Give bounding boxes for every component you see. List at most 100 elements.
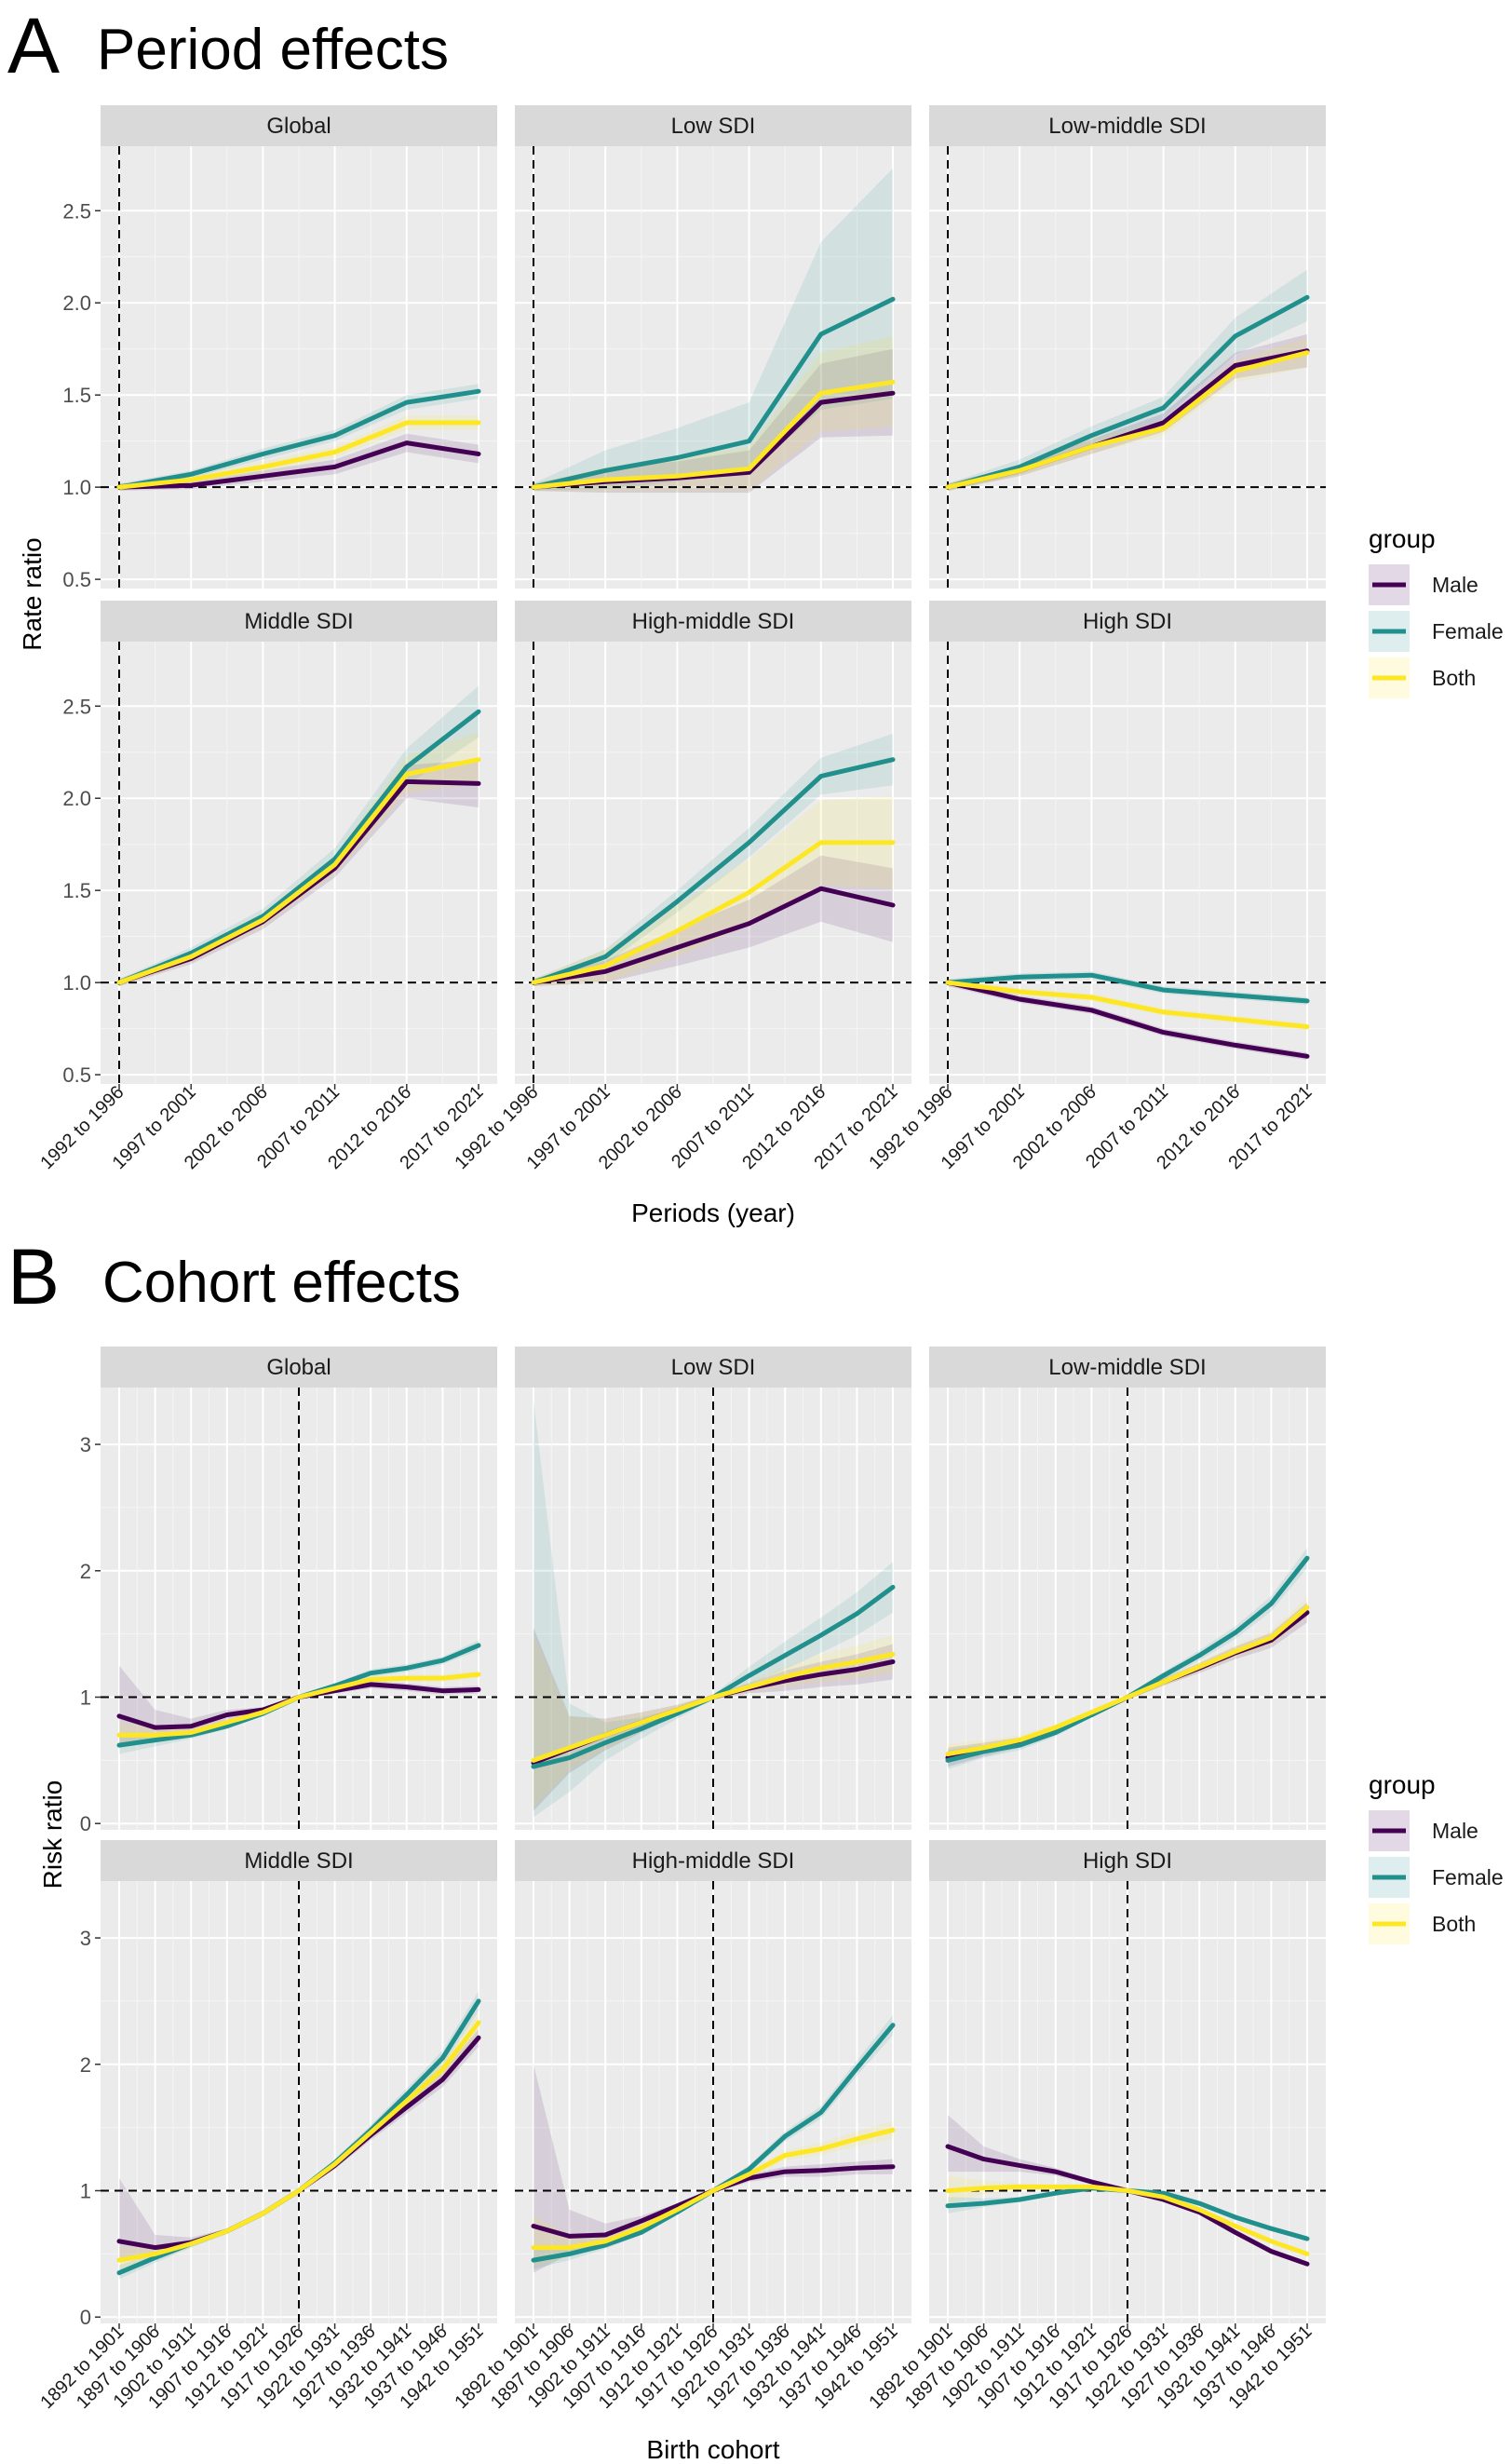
legend-item-female: Female <box>1369 1857 1504 1898</box>
y-tick-label: 1.5 <box>62 879 91 902</box>
facet-title: Low SDI <box>671 114 756 139</box>
series-line-female <box>945 972 1310 1004</box>
series-line-both <box>116 2020 481 2263</box>
section-b-title: Cohort effects <box>102 1251 461 1315</box>
cohort-facet-global: Global 0 1 2 3 <box>80 1347 497 1835</box>
series-line-both <box>945 2184 1310 2256</box>
y-tick-label: 2.5 <box>62 199 91 223</box>
legend-title: group <box>1369 1770 1436 1799</box>
series-line-both <box>945 1604 1310 1757</box>
ribbon-both <box>533 335 893 492</box>
y-tick-label: 2.0 <box>62 787 91 810</box>
section-b-letter: B <box>7 1233 60 1320</box>
y-tick-label: 1 <box>80 2180 91 2203</box>
period-facet-global: Global 0.5 1.0 1.5 2.0 2.5 <box>62 105 497 591</box>
series-line-male <box>945 980 1310 1059</box>
facet-title: Middle SDI <box>244 609 353 634</box>
legend-item-female: Female <box>1369 611 1504 652</box>
series-line-both <box>945 980 1310 1030</box>
y-tick-label: 2 <box>80 1560 91 1583</box>
facet-title: Low SDI <box>671 1355 756 1380</box>
series-line-both <box>531 1651 896 1763</box>
cohort-effects-chart: Global 0 1 2 3 Low SDI Low-middle SDI Middle SD… <box>36 1347 1326 2464</box>
cohort-legend: group Male Female Both <box>1369 1770 1504 1944</box>
series-line-male <box>116 440 481 490</box>
facet-title: Middle SDI <box>244 1848 353 1874</box>
ribbon-male <box>948 333 1307 492</box>
cohort-facet-low-middle-sdi: Low-middle SDI <box>929 1347 1326 1830</box>
legend-label: Male <box>1432 1819 1478 1843</box>
facet-strip <box>515 1840 911 1881</box>
facet-strip <box>515 105 911 146</box>
facet-title: High SDI <box>1083 609 1172 634</box>
facet-title: Low-middle SDI <box>1048 114 1206 139</box>
legend-item-male: Male <box>1369 1810 1478 1851</box>
facet-title: High-middle SDI <box>632 1848 795 1874</box>
cohort-x-axis-title: Birth cohort <box>646 2435 779 2464</box>
section-a-letter: A <box>7 2 60 89</box>
series-line-female <box>531 296 896 490</box>
facet-strip <box>515 601 911 642</box>
ribbon-female <box>533 734 893 987</box>
facet-title: High-middle SDI <box>632 609 795 634</box>
legend-title: group <box>1369 524 1436 553</box>
y-tick-label: 1.0 <box>62 476 91 499</box>
series-line-both <box>116 757 481 985</box>
ribbon-male <box>533 855 893 987</box>
y-tick-label: 0 <box>80 1812 91 1835</box>
ribbon-female <box>533 1400 893 1818</box>
ribbon-both <box>533 796 893 987</box>
series-line-both <box>531 840 896 985</box>
y-tick-label: 2.0 <box>62 291 91 315</box>
period-effects-chart: Global 0.5 1.0 1.5 2.0 2.5 Low SDI Low-middle S… <box>18 105 1326 1227</box>
cohort-y-axis-title: Risk ratio <box>38 1780 67 1889</box>
legend-label: Both <box>1432 1912 1476 1936</box>
facet-strip <box>101 601 497 642</box>
series-line-both <box>116 1672 481 1738</box>
facet-title: Global <box>266 114 331 139</box>
y-tick-label: 0.5 <box>62 568 91 591</box>
section-a-title: Period effects <box>97 18 449 82</box>
period-y-axis-title: Rate ratio <box>18 537 47 650</box>
cohort-facet-low-sdi: Low SDI <box>515 1347 911 1830</box>
legend-label: Both <box>1432 666 1476 690</box>
y-tick-label: 2.5 <box>62 695 91 718</box>
y-tick-label: 1.5 <box>62 384 91 407</box>
series-line-both <box>945 350 1310 490</box>
y-tick-label: 0 <box>80 2306 91 2329</box>
series-line-both <box>531 379 896 490</box>
legend-label: Female <box>1432 1865 1504 1889</box>
y-tick-label: 1.0 <box>62 971 91 995</box>
ribbon-male <box>119 759 479 987</box>
series-line-female <box>945 294 1310 490</box>
legend-label: Male <box>1432 573 1478 597</box>
legend-item-both: Both <box>1369 657 1476 698</box>
facet-title: Low-middle SDI <box>1048 1355 1206 1380</box>
facet-strip <box>929 1840 1326 1881</box>
period-facet-low-sdi: Low SDI <box>515 105 911 589</box>
period-facet-low-middle-sdi: Low-middle SDI <box>929 105 1326 589</box>
series-line-both <box>531 2127 896 2251</box>
facet-strip <box>101 1840 497 1881</box>
y-tick-label: 3 <box>80 1927 91 1950</box>
period-x-axis-title: Periods (year) <box>631 1198 795 1227</box>
series-line-female <box>116 709 481 985</box>
ribbon-both <box>119 415 479 492</box>
facet-strip <box>101 105 497 146</box>
ribbon-both <box>948 337 1307 492</box>
period-legend: group Male Female Both <box>1369 524 1504 698</box>
series-line-both <box>116 420 481 490</box>
legend-item-male: Male <box>1369 564 1478 605</box>
series-line-female <box>531 757 896 985</box>
legend-label: Female <box>1432 619 1504 643</box>
y-tick-label: 2 <box>80 2053 91 2077</box>
ribbon-male <box>119 2028 479 2261</box>
series-line-female <box>116 388 481 490</box>
facet-strip <box>515 1347 911 1388</box>
